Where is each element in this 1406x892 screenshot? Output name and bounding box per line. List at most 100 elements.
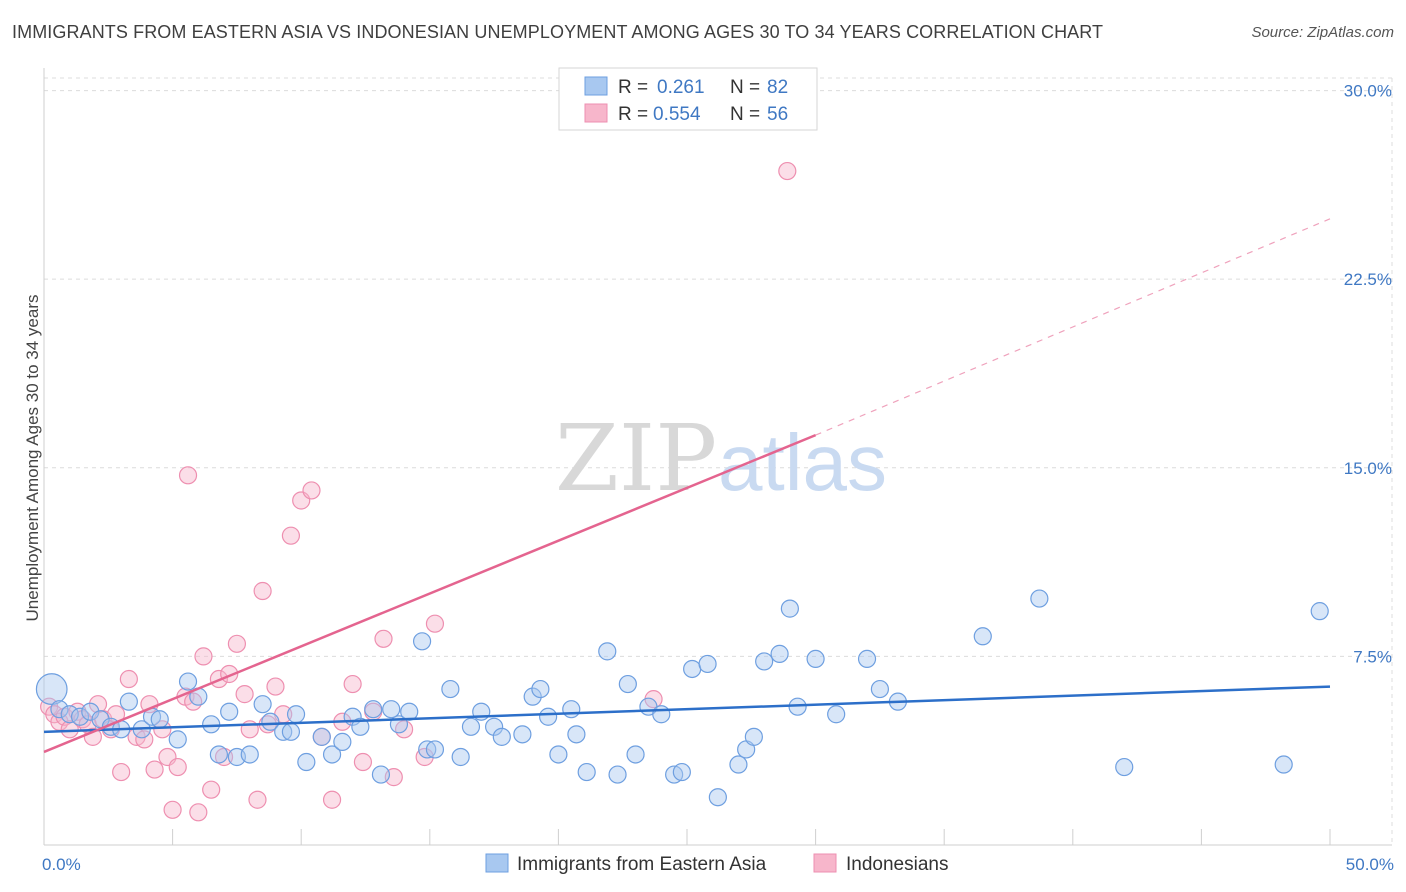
series-legend: Immigrants from Eastern Asia Indonesians <box>485 853 948 875</box>
pink-point-44 <box>322 790 342 809</box>
y-axis-label: Unemployment Among Ages 30 to 34 years <box>23 295 42 622</box>
blue-point-43 <box>485 717 504 736</box>
source-credit: Source: ZipAtlas.com <box>1251 24 1394 41</box>
series-legend-swatch-blue <box>485 853 509 873</box>
blue-point-45 <box>513 725 532 744</box>
pink-point-27 <box>194 647 213 666</box>
blue-point-11 <box>150 710 169 729</box>
blue-point-39 <box>441 679 460 699</box>
blue-point-56 <box>626 745 645 764</box>
blue-point-78 <box>1115 757 1134 777</box>
correlation-legend: R = 0.261 N = 82 R = 0.554 N = 56 <box>558 67 818 131</box>
blue-series-points <box>35 589 1329 807</box>
blue-point-49 <box>549 745 568 764</box>
y-tick-label-1: 15.0% <box>1344 459 1392 478</box>
blue-point-52 <box>577 762 596 782</box>
blue-point-16 <box>209 745 228 764</box>
axes <box>43 68 1392 846</box>
blue-point-24 <box>286 705 306 724</box>
tick-labels: 7.5% 15.0% 22.5% 30.0% 0.0% 50.0% <box>42 82 1394 874</box>
legend-n-label-pink: N = <box>730 104 760 125</box>
x-tick-label-0: 0.0% <box>42 855 81 874</box>
pink-point-28 <box>202 780 221 799</box>
legend-r-value-pink: 0.554 <box>653 104 701 125</box>
blue-point-50 <box>562 700 581 719</box>
pink-point-22 <box>168 757 187 777</box>
pink-point-47 <box>353 752 373 772</box>
blue-point-36 <box>412 632 432 651</box>
blue-point-71 <box>806 649 825 669</box>
pink-point-21 <box>163 800 182 819</box>
blue-point-33 <box>382 700 401 719</box>
blue-point-25 <box>297 752 316 772</box>
legend-n-label-blue: N = <box>730 77 760 98</box>
blue-point-32 <box>371 765 391 784</box>
blue-point-69 <box>780 599 799 618</box>
blue-point-13 <box>178 672 198 691</box>
pink-point-13 <box>112 762 131 782</box>
blue-point-48 <box>539 707 558 726</box>
blue-point-62 <box>698 654 717 674</box>
pink-point-53 <box>425 614 445 633</box>
blue-point-19 <box>240 745 259 764</box>
blue-point-68 <box>770 644 789 663</box>
pink-point-40 <box>281 526 301 545</box>
blue-point-15 <box>202 715 221 734</box>
blue-point-55 <box>618 674 637 694</box>
blue-point-41 <box>461 717 481 736</box>
pink-point-42 <box>302 481 321 500</box>
blue-point-12 <box>168 730 187 749</box>
blue-point-3 <box>70 707 90 726</box>
pink-point-24 <box>178 466 198 485</box>
blue-point-72 <box>827 705 846 724</box>
blue-point-30 <box>351 717 370 736</box>
pink-point-30 <box>214 747 234 767</box>
pink-point-51 <box>394 720 414 739</box>
x-tick-label-1: 50.0% <box>1346 855 1394 874</box>
blue-point-54 <box>608 765 627 784</box>
blue-trend-line <box>43 685 1331 734</box>
legend-n-value-blue: 82 <box>767 77 788 98</box>
blue-point-77 <box>1030 589 1049 608</box>
blue-point-61 <box>683 659 702 679</box>
pink-point-36 <box>253 581 272 601</box>
pink-point-35 <box>248 790 267 809</box>
pink-point-33 <box>235 685 254 704</box>
blue-point-4 <box>81 702 100 721</box>
legend-swatch-pink <box>584 103 608 123</box>
blue-point-23 <box>281 722 301 741</box>
blue-point-26 <box>312 727 331 746</box>
pink-point-4 <box>60 720 79 739</box>
blue-point-0 <box>35 673 68 705</box>
blue-point-47 <box>531 679 550 699</box>
blue-point-66 <box>744 727 763 746</box>
pink-point-18 <box>145 760 164 779</box>
legend-n-value-pink: 56 <box>767 104 788 125</box>
blue-point-40 <box>451 747 470 767</box>
watermark-zip: ZIP <box>555 405 717 512</box>
legend-r-label-pink: R = <box>618 104 648 125</box>
y-tick-label-2: 22.5% <box>1344 270 1392 289</box>
legend-r-value-blue: 0.261 <box>657 77 705 98</box>
blue-point-73 <box>857 649 877 669</box>
blue-point-63 <box>708 788 727 807</box>
legend-r-label-blue: R = <box>618 77 648 98</box>
pink-point-25 <box>184 692 203 711</box>
blue-point-80 <box>1310 602 1329 621</box>
blue-point-64 <box>729 755 748 774</box>
watermark-atlas: atlas <box>718 418 887 507</box>
legend-swatch-blue <box>584 76 608 96</box>
blue-point-31 <box>364 700 383 719</box>
blue-point-17 <box>220 702 239 721</box>
series-legend-label-blue: Immigrants from Eastern Asia <box>517 854 767 875</box>
pink-point-46 <box>343 674 362 694</box>
blue-point-67 <box>755 652 774 671</box>
blue-point-46 <box>523 687 542 706</box>
blue-point-74 <box>870 679 890 699</box>
pink-trend-extension <box>815 218 1331 436</box>
blue-point-38 <box>425 740 445 759</box>
blue-point-79 <box>1274 755 1293 774</box>
y-tick-label-3: 30.0% <box>1344 82 1392 101</box>
watermark: ZIP atlas <box>555 405 887 512</box>
